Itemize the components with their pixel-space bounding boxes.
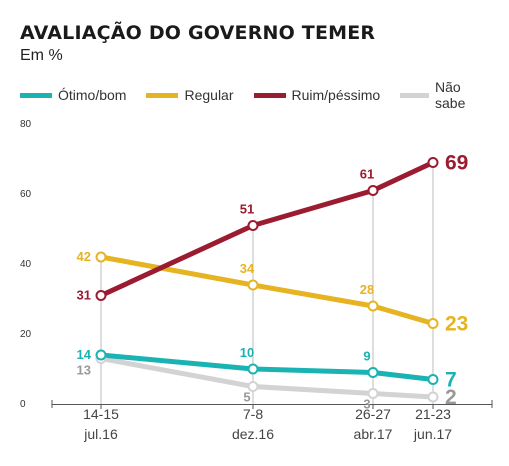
data-label: 9 xyxy=(363,349,370,364)
data-label: 51 xyxy=(240,202,254,217)
x-tick-label: 14-15 xyxy=(83,406,119,422)
data-label: 7 xyxy=(445,369,457,392)
chart-subtitle: Em % xyxy=(20,47,63,64)
legend-swatch xyxy=(20,92,52,98)
y-tick-label: 20 xyxy=(20,329,32,340)
data-label: 14 xyxy=(77,347,92,362)
series-line xyxy=(98,352,436,382)
legend-label: Não sabe xyxy=(435,79,466,111)
data-point xyxy=(247,363,259,375)
data-point xyxy=(95,251,107,263)
data-label: 5 xyxy=(243,390,250,405)
data-point xyxy=(95,290,107,301)
legend-item-otimo-bom: Ótimo/bom xyxy=(20,79,126,111)
data-label: 28 xyxy=(360,282,374,297)
data-label: 2 xyxy=(445,386,457,409)
data-label: 3 xyxy=(363,397,370,412)
data-point xyxy=(367,185,379,196)
data-label: 42 xyxy=(77,249,91,264)
data-point xyxy=(247,279,259,291)
data-point xyxy=(427,391,439,403)
x-tick-label: jul.16 xyxy=(83,426,118,442)
y-tick-label: 60 xyxy=(20,189,32,200)
x-tick-label: abr.17 xyxy=(354,426,393,442)
data-point xyxy=(367,367,379,378)
legend-swatch xyxy=(146,92,179,98)
data-point xyxy=(427,157,439,168)
legend-item-ruim-pessimo: Ruim/péssimo xyxy=(253,79,381,111)
chart-title: AVALIAÇÃO DO GOVERNO TEMER xyxy=(20,22,376,44)
x-tick-label: dez.16 xyxy=(232,426,274,442)
legend-swatch xyxy=(253,92,286,98)
data-point xyxy=(247,220,259,231)
y-tick-label: 0 xyxy=(20,399,26,410)
legend-label: Ruim/péssimo xyxy=(291,87,381,103)
data-label: 31 xyxy=(77,288,91,303)
x-tick-label: 7-8 xyxy=(243,406,263,422)
legend-label: Ótimo/bom xyxy=(58,87,127,103)
data-point xyxy=(247,381,259,392)
data-point xyxy=(427,374,439,385)
data-point xyxy=(367,388,379,399)
legend-item-regular: Regular xyxy=(146,79,234,111)
data-point xyxy=(427,318,439,329)
legend-label: Regular xyxy=(184,87,234,103)
legend: Ótimo/bom Regular Ruim/péssimo Não sabe xyxy=(20,79,509,111)
series-line xyxy=(98,160,436,298)
data-label: 61 xyxy=(360,167,374,182)
x-tick-label: jun.17 xyxy=(413,426,452,442)
legend-swatch xyxy=(400,92,430,98)
data-point xyxy=(367,300,379,312)
y-tick-label: 80 xyxy=(20,119,32,130)
legend-item-nao-sabe: Não sabe xyxy=(400,79,489,111)
data-point xyxy=(95,349,107,361)
x-tick-label: 21-23 xyxy=(415,406,451,422)
data-label: 34 xyxy=(240,261,255,276)
series-line xyxy=(98,254,436,326)
series-line xyxy=(98,356,436,400)
data-label: 69 xyxy=(445,152,468,175)
data-label: 10 xyxy=(240,345,254,360)
y-tick-label: 40 xyxy=(20,259,32,270)
data-label: 23 xyxy=(445,313,468,336)
x-tick-label: 26-27 xyxy=(355,406,391,422)
data-label: 13 xyxy=(77,363,91,378)
